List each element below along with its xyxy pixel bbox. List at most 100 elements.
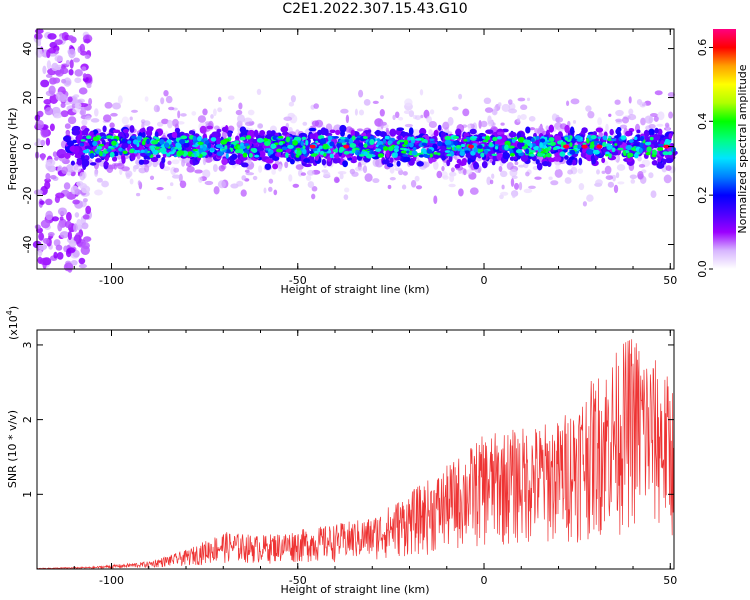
heatmap-cell bbox=[101, 180, 109, 188]
heatmap-cell bbox=[34, 33, 43, 40]
heatmap-cell bbox=[442, 121, 450, 130]
heatmap-cell bbox=[269, 149, 274, 155]
heatmap-cell bbox=[169, 144, 173, 148]
heatmap-cell bbox=[461, 157, 468, 164]
heatmap-cell bbox=[492, 154, 497, 162]
heatmap-cell bbox=[608, 145, 613, 150]
heatmap-cell bbox=[76, 218, 82, 229]
heatmap-cell bbox=[657, 147, 664, 151]
x-axis-label-bottom: Height of straight line (km) bbox=[280, 583, 429, 596]
heatmap-cell bbox=[303, 158, 311, 163]
heatmap-cell bbox=[515, 149, 523, 154]
colorbar-label: Normalized spectral amplitude bbox=[736, 64, 749, 233]
heatmap-cell bbox=[629, 174, 638, 180]
heatmap-cell bbox=[605, 123, 609, 132]
heatmap-cell bbox=[625, 145, 633, 151]
heatmap-cell bbox=[144, 96, 149, 102]
heatmap-cell bbox=[409, 142, 414, 148]
heatmap-cell bbox=[541, 160, 550, 167]
heatmap-cell bbox=[637, 155, 642, 162]
heatmap-cell bbox=[191, 111, 197, 116]
heatmap-cell bbox=[177, 150, 185, 156]
heatmap-cell bbox=[446, 159, 451, 167]
heatmap-cell bbox=[307, 181, 315, 189]
heatmap-cell bbox=[323, 171, 331, 178]
heatmap-cell bbox=[518, 181, 523, 191]
heatmap-cell bbox=[590, 135, 597, 140]
heatmap-cell bbox=[374, 129, 382, 137]
heatmap-cell bbox=[638, 163, 646, 168]
heatmap-cell bbox=[250, 148, 255, 152]
heatmap-cell bbox=[382, 138, 387, 144]
y-tick-label: 3 bbox=[21, 341, 34, 348]
heatmap-cell bbox=[200, 151, 208, 156]
heatmap-cell bbox=[605, 153, 609, 157]
heatmap-cell bbox=[192, 144, 199, 148]
heatmap-cell bbox=[254, 154, 260, 158]
heatmap-cell bbox=[508, 131, 517, 138]
heatmap-cell bbox=[54, 195, 61, 203]
heatmap-cell bbox=[168, 151, 175, 155]
heatmap-cell bbox=[630, 147, 637, 151]
heatmap-cell bbox=[520, 104, 528, 111]
heatmap-cell bbox=[653, 115, 659, 122]
heatmap-cell bbox=[452, 106, 459, 111]
heatmap-cell bbox=[313, 103, 319, 109]
heatmap-cell bbox=[574, 135, 582, 140]
heatmap-cell bbox=[608, 153, 612, 159]
heatmap-cell bbox=[630, 178, 636, 184]
heatmap-cell bbox=[663, 174, 672, 184]
heatmap-cell bbox=[129, 148, 135, 154]
heatmap-cell bbox=[496, 136, 503, 140]
heatmap-cell bbox=[64, 80, 71, 86]
heatmap-cell bbox=[615, 118, 623, 123]
heatmap-cell bbox=[607, 138, 612, 142]
heatmap-cell bbox=[211, 131, 219, 138]
heatmap-cell bbox=[369, 139, 375, 145]
heatmap-hotspot bbox=[309, 144, 316, 149]
heatmap-cell bbox=[416, 160, 424, 167]
heatmap-cell bbox=[59, 231, 70, 239]
heatmap-cell bbox=[421, 142, 428, 147]
heatmap-cell bbox=[202, 145, 207, 151]
heatmap-cell bbox=[144, 164, 150, 173]
heatmap-cell bbox=[277, 163, 283, 172]
heatmap-cell bbox=[53, 251, 58, 259]
heatmap-cell bbox=[215, 144, 223, 149]
heatmap-cell bbox=[258, 139, 265, 142]
heatmap-cell bbox=[458, 93, 463, 100]
heatmap-cell bbox=[644, 141, 652, 146]
heatmap-cell bbox=[535, 135, 540, 140]
heatmap-cell bbox=[501, 184, 505, 190]
heatmap-cell bbox=[138, 159, 145, 165]
heatmap-cell bbox=[96, 145, 103, 150]
y-scale-close: ) bbox=[7, 306, 20, 310]
heatmap-cell bbox=[225, 152, 229, 159]
heatmap-hotspot bbox=[596, 144, 603, 149]
heatmap-cell bbox=[335, 129, 341, 136]
spectrogram-panel: -100 -50 0 50 -40 -20 0 20 40 Height of straight… bbox=[6, 28, 678, 296]
y-axis-label-bottom: SNR (10 * v/v) bbox=[6, 410, 19, 488]
heatmap-cell bbox=[315, 140, 319, 144]
heatmap-cell bbox=[471, 135, 478, 139]
heatmap-cell bbox=[83, 236, 92, 242]
heatmap-cell bbox=[611, 138, 617, 142]
heatmap-cell bbox=[601, 170, 606, 174]
heatmap-cell bbox=[92, 140, 98, 147]
heatmap-cell bbox=[56, 252, 64, 260]
heatmap-cell bbox=[173, 167, 180, 173]
heatmap-cell bbox=[657, 143, 664, 147]
heatmap-cell bbox=[351, 171, 359, 177]
heatmap-cell bbox=[513, 182, 520, 190]
heatmap-cell bbox=[49, 123, 55, 132]
heatmap-cell bbox=[622, 116, 629, 124]
heatmap-cell bbox=[446, 153, 452, 157]
heatmap-cell bbox=[150, 156, 159, 163]
heatmap-cell bbox=[88, 97, 93, 106]
heatmap-cell bbox=[349, 143, 357, 148]
heatmap-cell bbox=[351, 148, 356, 154]
heatmap-cell bbox=[248, 153, 253, 158]
heatmap-cell bbox=[151, 140, 159, 145]
heatmap-cell bbox=[321, 158, 327, 166]
heatmap-cell bbox=[654, 127, 659, 134]
